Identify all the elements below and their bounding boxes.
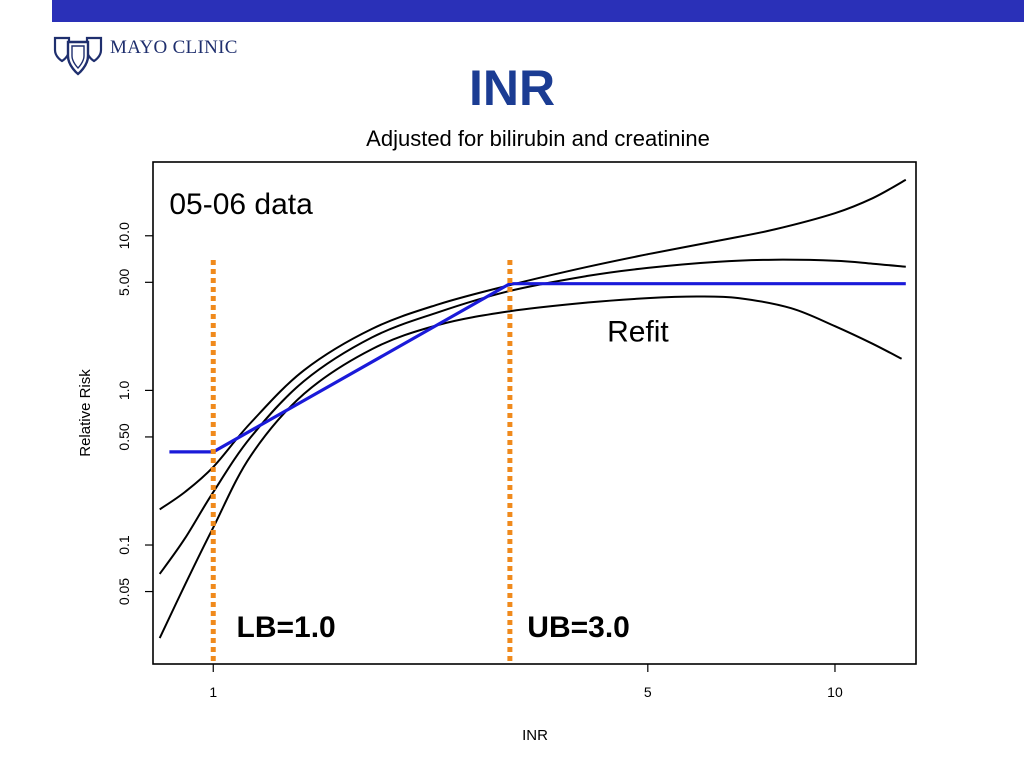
top-accent-bar [52,0,1024,22]
dataset-annotation: 05-06 data [169,188,313,221]
chart-title: Adjusted for bilirubin and creatinine [366,126,710,151]
refit-annotation: Refit [607,316,669,349]
y-tick-label: 5.00 [116,268,132,295]
y-axis-label: Relative Risk [77,369,94,457]
annotation-layer: 05-06 data Refit [169,188,669,348]
bounds-layer: LB=1.0 UB=3.0 [210,260,630,664]
series-layer [158,178,907,639]
x-tick-label: 10 [827,684,843,700]
slide-title: INR [468,60,556,116]
x-axis: 1 5 10 [209,664,843,700]
y-tick-label: 10.0 [116,222,132,249]
y-tick-label: 0.05 [116,578,132,605]
upper-bound-label: UB=3.0 [527,611,630,644]
y-tick-label: 1.0 [116,380,132,400]
x-axis-label: INR [522,727,548,744]
mayo-clinic-logo: MAYO CLINIC [52,34,262,78]
series-line-estimate [158,258,906,575]
y-axis: 0.05 0.1 0.50 1.0 5.00 10.0 [116,222,153,605]
mayo-clinic-shields-icon [53,36,103,76]
brand-name: MAYO CLINIC [110,37,238,58]
series-line-refit [169,282,906,454]
y-tick-label: 0.1 [116,535,132,555]
plot-frame [152,161,917,665]
series-line-lower [158,295,903,639]
y-tick-label: 0.50 [116,423,132,450]
series-line-upper [159,178,907,511]
x-tick-label: 5 [644,684,652,700]
x-tick-label: 1 [209,684,217,700]
lower-bound-label: LB=1.0 [237,611,336,644]
